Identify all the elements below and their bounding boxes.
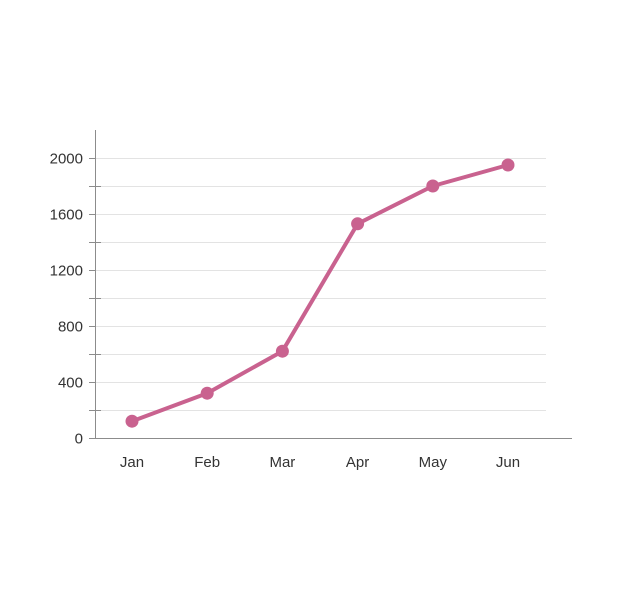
series-line (130, 163, 510, 424)
data-point (501, 158, 515, 172)
y-tick-label: 2000 (50, 151, 83, 168)
axes (89, 130, 572, 439)
x-tick-label: Feb (194, 454, 220, 471)
y-tick-label: 800 (58, 319, 83, 336)
y-tick-label: 1600 (50, 207, 83, 224)
y-tick-label: 1200 (50, 263, 83, 280)
x-tick-label: Jun (496, 454, 520, 471)
data-point (200, 386, 214, 400)
gridlines (95, 158, 546, 411)
x-tick-label: May (419, 454, 448, 471)
data-point (426, 179, 440, 193)
tick-labels: 0 400 800 1200 1600 2000 Jan Feb Mar Apr May Jun (50, 151, 520, 472)
x-tick-label: Jan (120, 454, 144, 471)
data-point (275, 344, 289, 358)
x-tick-label: Apr (346, 454, 369, 471)
series-layer (125, 158, 515, 428)
data-point (351, 217, 365, 231)
x-tick-label: Mar (269, 454, 295, 471)
y-tick-label: 0 (75, 431, 83, 448)
y-tick-label: 400 (58, 375, 83, 392)
data-point (125, 414, 139, 428)
